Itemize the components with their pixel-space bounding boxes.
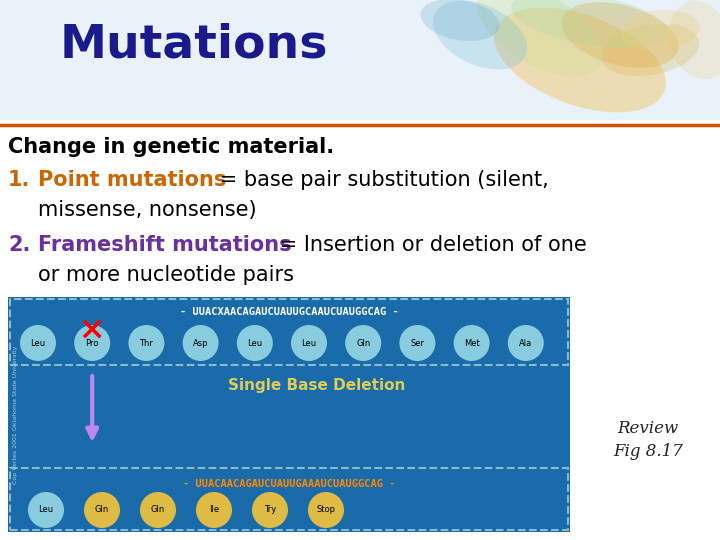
- Text: Gln: Gln: [151, 505, 165, 515]
- Text: - UUACXAACAGAUCUAUUGCAAUCUAUGGCAG -: - UUACXAACAGAUCUAUUGCAAUCUAUGGCAG -: [179, 307, 398, 317]
- Text: or more nucleotide pairs: or more nucleotide pairs: [38, 265, 294, 285]
- Circle shape: [140, 492, 176, 528]
- Text: Pro: Pro: [86, 339, 99, 348]
- Ellipse shape: [477, 0, 603, 76]
- Text: Thr: Thr: [140, 339, 153, 348]
- Circle shape: [400, 325, 436, 361]
- Text: Met: Met: [464, 339, 480, 348]
- FancyBboxPatch shape: [0, 0, 720, 120]
- Text: 2.: 2.: [8, 235, 30, 255]
- Circle shape: [237, 325, 273, 361]
- Text: Gln: Gln: [95, 505, 109, 515]
- Circle shape: [252, 492, 288, 528]
- Text: Ser: Ser: [410, 339, 424, 348]
- Text: Ala: Ala: [519, 339, 532, 348]
- Text: = base pair substitution (silent,: = base pair substitution (silent,: [213, 170, 549, 190]
- Ellipse shape: [600, 24, 699, 76]
- Circle shape: [508, 325, 544, 361]
- Text: Leu: Leu: [38, 505, 53, 515]
- Circle shape: [84, 492, 120, 528]
- Text: Try: Try: [264, 505, 276, 515]
- Text: Change in genetic material.: Change in genetic material.: [8, 137, 334, 157]
- FancyArrowPatch shape: [87, 376, 97, 437]
- Text: Frameshift mutations: Frameshift mutations: [38, 235, 292, 255]
- Text: Asp: Asp: [193, 339, 208, 348]
- Text: Ile: Ile: [209, 505, 219, 515]
- Text: Leu: Leu: [302, 339, 317, 348]
- Text: Leu: Leu: [247, 339, 262, 348]
- Text: = Insertion or deletion of one: = Insertion or deletion of one: [273, 235, 587, 255]
- Text: Point mutations: Point mutations: [38, 170, 226, 190]
- Text: missense, nonsense): missense, nonsense): [38, 200, 256, 220]
- Ellipse shape: [669, 1, 720, 79]
- Circle shape: [196, 492, 232, 528]
- Text: Review
Fig 8.17: Review Fig 8.17: [613, 420, 683, 460]
- Circle shape: [454, 325, 490, 361]
- Text: Single Base Deletion: Single Base Deletion: [228, 378, 406, 393]
- Circle shape: [291, 325, 327, 361]
- Ellipse shape: [620, 10, 700, 50]
- Circle shape: [20, 325, 56, 361]
- Text: Leu: Leu: [30, 339, 45, 348]
- FancyBboxPatch shape: [8, 297, 570, 532]
- Ellipse shape: [494, 8, 666, 112]
- Circle shape: [345, 325, 381, 361]
- Ellipse shape: [433, 1, 527, 70]
- Text: Stop: Stop: [317, 505, 336, 515]
- Ellipse shape: [511, 0, 669, 48]
- Ellipse shape: [562, 2, 678, 68]
- Circle shape: [28, 492, 64, 528]
- Circle shape: [308, 492, 344, 528]
- Ellipse shape: [420, 0, 500, 41]
- Text: - UUACAACAGAUCUAUUGAAAUCUAUGGCAG -: - UUACAACAGAUCUAUUGAAAUCUAUGGCAG -: [183, 479, 395, 489]
- Circle shape: [128, 325, 164, 361]
- Text: 1.: 1.: [8, 170, 30, 190]
- Text: Gln: Gln: [356, 339, 370, 348]
- Text: Cop Vertes 2001 Oklahoma State University: Cop Vertes 2001 Oklahoma State Universit…: [14, 345, 19, 484]
- Text: Mutations: Mutations: [60, 23, 328, 68]
- Circle shape: [183, 325, 219, 361]
- Circle shape: [74, 325, 110, 361]
